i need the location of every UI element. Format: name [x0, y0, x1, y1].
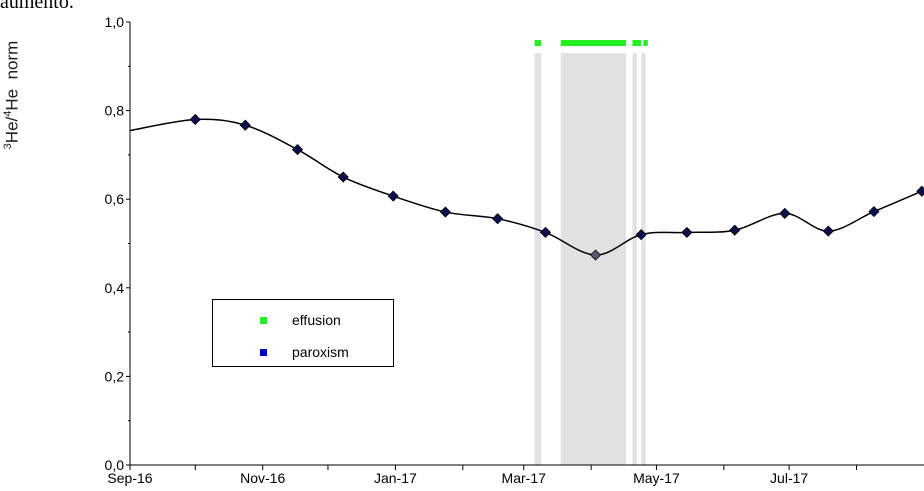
series-path [129, 118, 923, 256]
shaded-periods [534, 53, 646, 465]
legend-label-effusion: effusion [292, 312, 341, 328]
series-points [189, 113, 924, 261]
x-tick-label-4: May-17 [633, 470, 680, 486]
data-point-12 [779, 207, 791, 219]
data-point-0 [189, 113, 201, 126]
tick-labels: 0,0 0,2 0,4 0,6 0,8 1,0 Sep-16 Nov-16 Jan-17 Mar-… [105, 14, 809, 486]
data-point-5 [439, 206, 451, 218]
x-tick-label-5: Jul-17 [770, 470, 808, 486]
y-label-he: He/ [2, 116, 22, 144]
data-point-9 [635, 229, 647, 241]
caption-fragment: aumento. [0, 0, 74, 13]
x-tick-label-1: Nov-16 [240, 470, 285, 486]
shaded-period-2 [632, 53, 637, 465]
shaded-period-1 [560, 53, 626, 465]
data-point-13 [822, 225, 834, 237]
effusion-bar-0 [534, 40, 542, 46]
legend-label-paroxism: paroxism [292, 344, 349, 360]
data-point-2 [291, 144, 304, 156]
effusion-bar-1 [560, 40, 626, 46]
y-label-superscript-4: 4 [2, 110, 14, 117]
data-point-7 [539, 226, 552, 238]
legend-item-paroxism: paroxism [213, 342, 349, 362]
data-point-14 [868, 206, 880, 218]
series-line [129, 118, 923, 256]
y-label-superscript-3: 3 [2, 143, 14, 150]
effusion-bar-2 [632, 40, 642, 46]
data-point-1 [239, 119, 251, 131]
y-label-tail: He norm [2, 40, 22, 111]
effusion-bar-3 [643, 40, 648, 46]
shaded-period-3 [641, 53, 646, 465]
data-point-10 [681, 226, 693, 238]
x-tick-label-2: Jan-17 [374, 470, 417, 486]
x-tick-label-3: Mar-17 [502, 470, 547, 486]
data-point-6 [492, 213, 504, 225]
y-tick-label-0: 0,0 [105, 457, 125, 473]
y-tick-label-5: 1,0 [105, 14, 125, 30]
data-point-8 [589, 249, 602, 261]
data-point-3 [337, 171, 349, 183]
y-tick-label-2: 0,4 [105, 280, 125, 296]
data-point-15 [916, 185, 924, 197]
legend-swatch-effusion [260, 316, 267, 324]
y-tick-label-4: 0,8 [105, 103, 125, 119]
y-tick-label-3: 0,6 [105, 191, 125, 207]
legend-swatch-paroxism [260, 348, 267, 356]
shaded-period-0 [534, 53, 542, 465]
y-tick-label-1: 0,2 [105, 368, 125, 384]
x-tick-label-0: Sep-16 [107, 470, 152, 486]
data-point-11 [729, 224, 741, 236]
data-point-4 [387, 190, 399, 202]
y-axis-label: 3He/4He norm [2, 0, 32, 245]
axes [126, 21, 924, 470]
legend: effusion paroxism [212, 299, 394, 367]
legend-item-effusion: effusion [213, 310, 341, 330]
effusion-bars [534, 40, 648, 46]
